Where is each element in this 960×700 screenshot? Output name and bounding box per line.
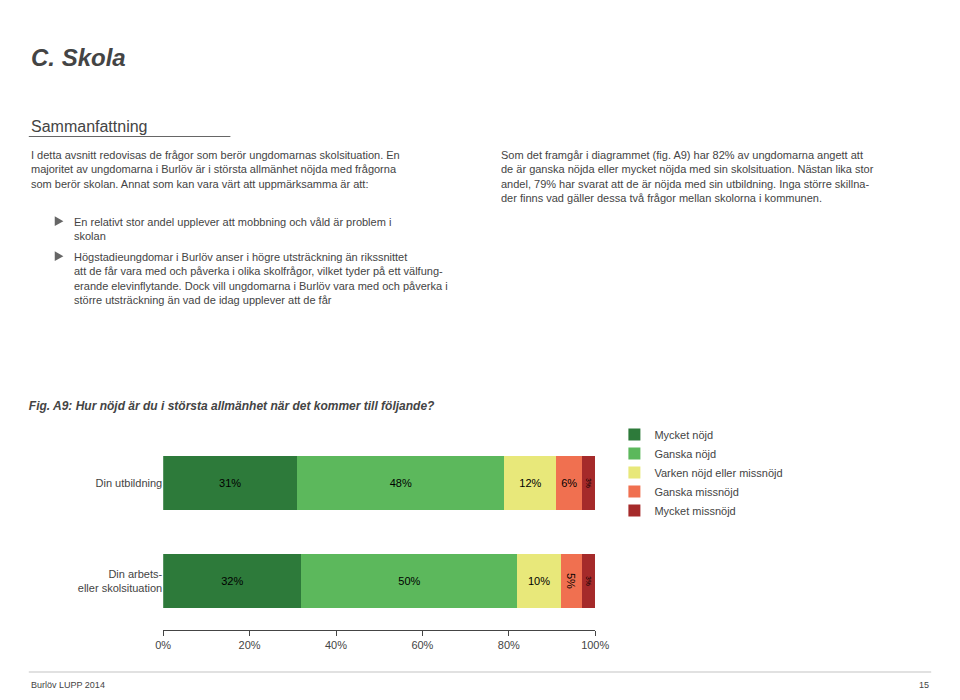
svg-text:80%: 80%: [498, 639, 520, 651]
svg-text:I detta avsnitt redovisas de f: I detta avsnitt redovisas de frågor som …: [31, 149, 400, 190]
svg-text:100%: 100%: [581, 639, 609, 651]
svg-text:3%: 3%: [585, 478, 592, 488]
svg-text:Burlöv LUPP 2014: Burlöv LUPP 2014: [31, 680, 105, 690]
svg-text:Fig. A9: Hur nöjd är du i stör: Fig. A9: Hur nöjd är du i största allmän…: [29, 399, 435, 413]
svg-text:Högstadieungdomar i Burlöv ans: Högstadieungdomar i Burlöv anser i högre…: [74, 251, 448, 306]
svg-text:20%: 20%: [239, 639, 261, 651]
svg-text:Som det framgår i diagrammet (: Som det framgår i diagrammet (fig. A9) h…: [501, 149, 874, 204]
svg-text:3%: 3%: [585, 576, 592, 586]
svg-text:Ganska missnöjd: Ganska missnöjd: [654, 486, 738, 498]
svg-text:Mycket nöjd: Mycket nöjd: [654, 429, 713, 441]
svg-text:32%: 32%: [221, 575, 243, 587]
svg-text:0%: 0%: [155, 639, 171, 651]
svg-text:40%: 40%: [325, 639, 347, 651]
svg-text:Sammanfattning: Sammanfattning: [31, 118, 148, 135]
svg-text:50%: 50%: [398, 575, 420, 587]
svg-text:Din arbets-eller skolsituation: Din arbets-eller skolsituation: [78, 568, 163, 594]
svg-text:12%: 12%: [519, 477, 541, 489]
svg-text:C. Skola: C. Skola: [31, 44, 126, 71]
svg-text:31%: 31%: [219, 477, 241, 489]
svg-text:6%: 6%: [561, 477, 577, 489]
svg-text:10%: 10%: [528, 575, 550, 587]
svg-text:En relativt stor andel uppleve: En relativt stor andel upplever att mobb…: [74, 216, 391, 242]
svg-text:Mycket missnöjd: Mycket missnöjd: [654, 505, 735, 517]
svg-text:Varken nöjd eller missnöjd: Varken nöjd eller missnöjd: [654, 467, 782, 479]
svg-text:5%: 5%: [565, 573, 577, 589]
svg-text:15: 15: [919, 680, 929, 690]
svg-text:Din utbildning: Din utbildning: [96, 477, 163, 489]
svg-text:48%: 48%: [390, 477, 412, 489]
svg-text:60%: 60%: [411, 639, 433, 651]
svg-text:Ganska nöjd: Ganska nöjd: [654, 448, 716, 460]
